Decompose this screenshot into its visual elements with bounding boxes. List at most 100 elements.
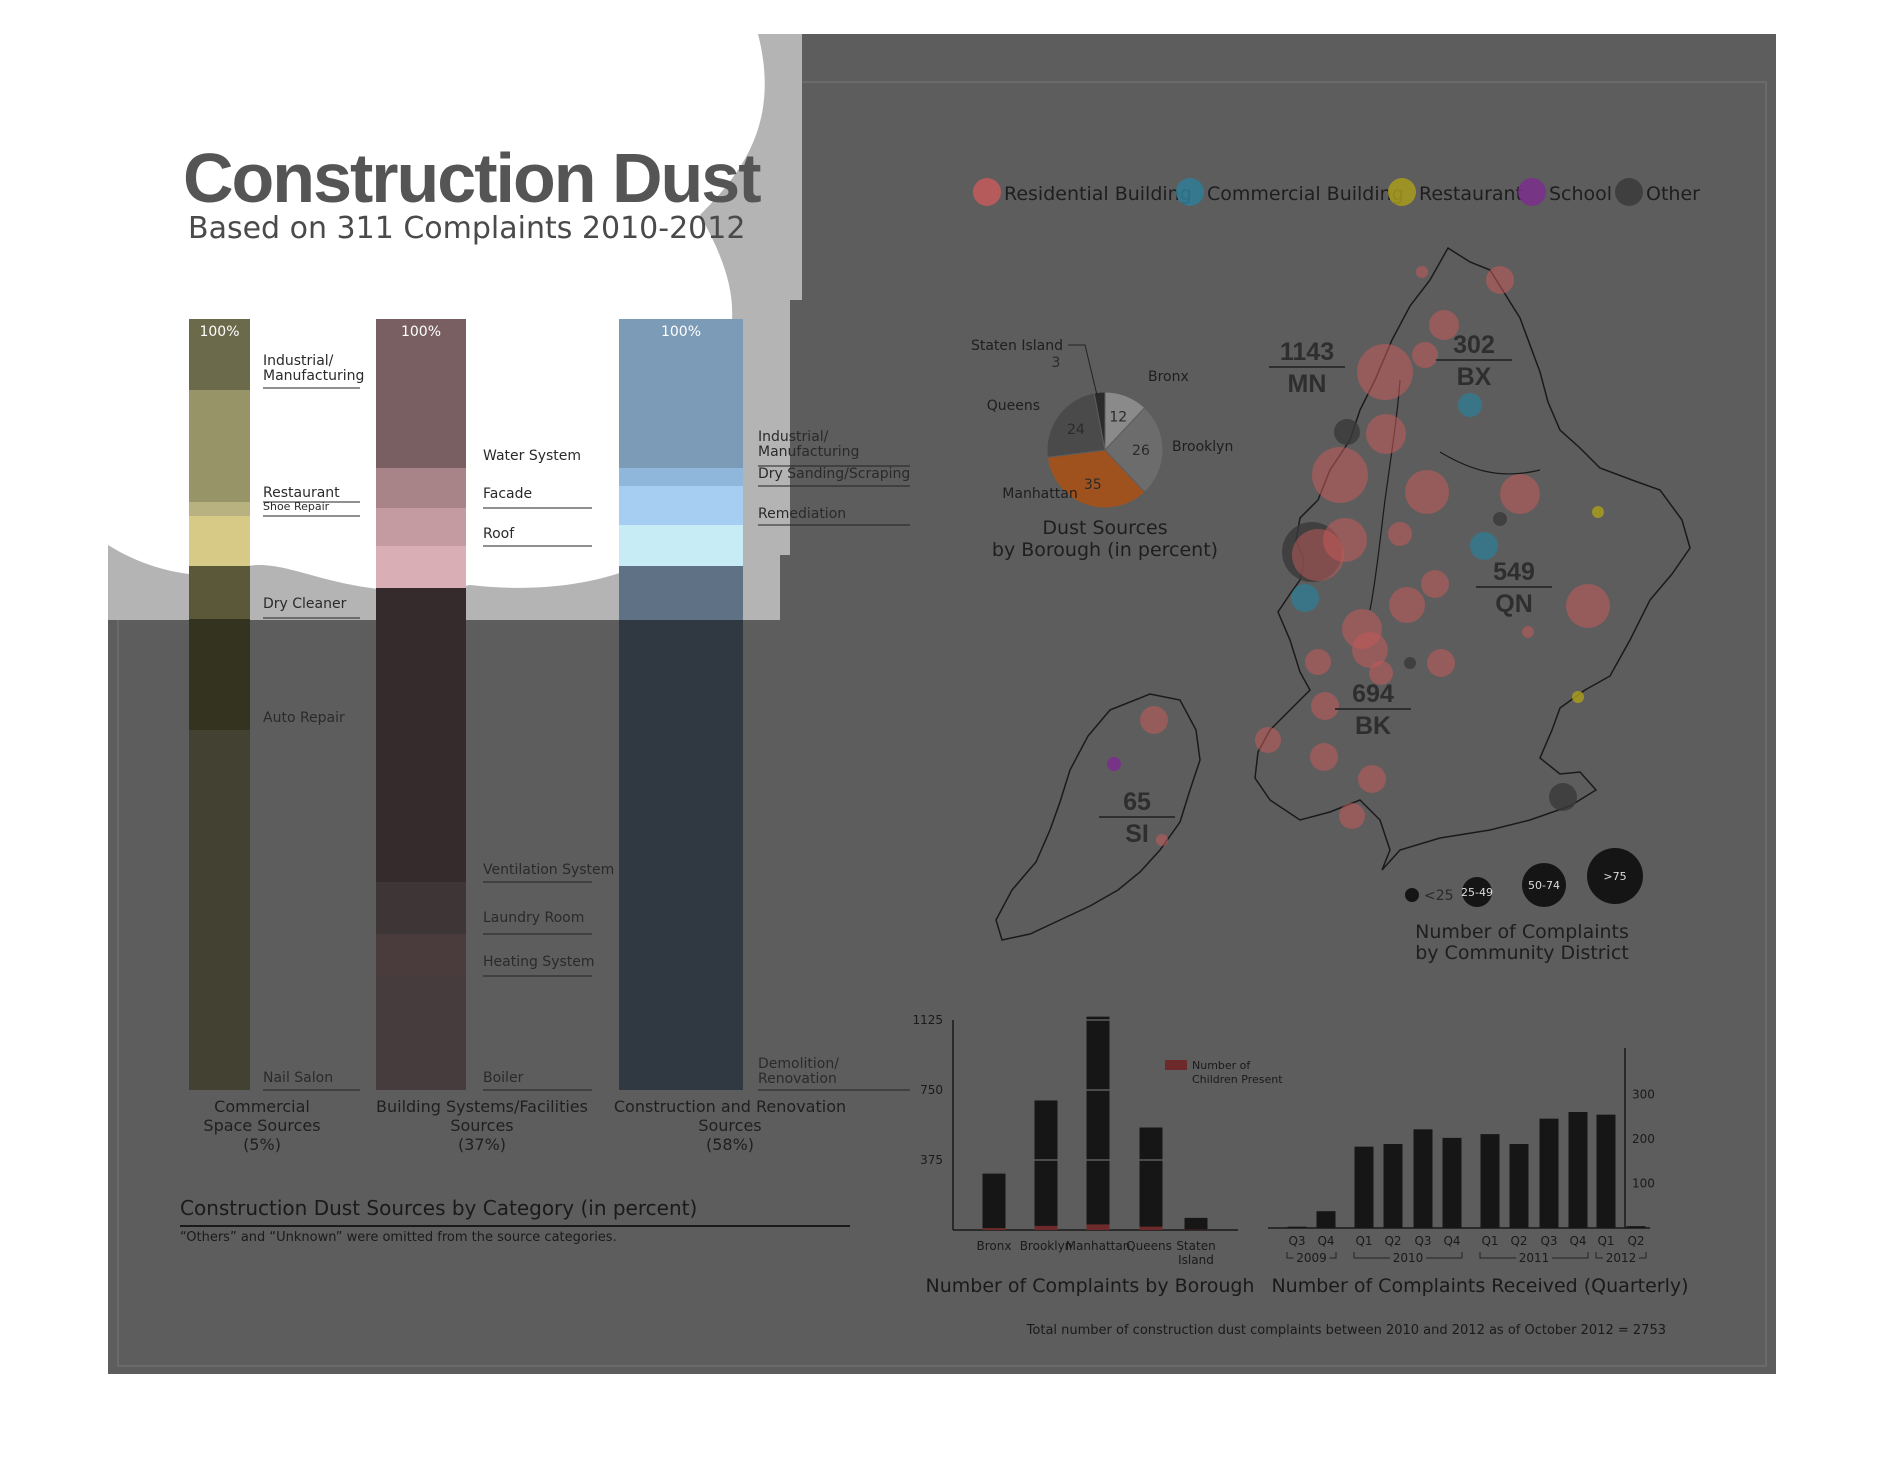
svg-text:Sources: Sources	[698, 1116, 761, 1135]
category-segment	[619, 525, 743, 566]
map-bubble	[1388, 522, 1412, 546]
map-bubble	[1470, 532, 1498, 560]
column-top-label: 100%	[661, 324, 701, 340]
pie-title: Dust Sources by Borough (in percent)	[992, 517, 1218, 561]
legend-label: Restaurant	[1419, 183, 1523, 205]
category-label: Renovation	[758, 1071, 837, 1087]
category-segment	[376, 468, 466, 508]
x-tick-label: Q1	[1355, 1234, 1372, 1248]
size-legend-label: <25	[1424, 888, 1454, 904]
borough-code: BX	[1457, 363, 1492, 391]
svg-text:Building Systems/Facilities: Building Systems/Facilities	[376, 1097, 588, 1116]
y-tick-label: 750	[920, 1083, 943, 1097]
map-bubble	[1107, 757, 1121, 771]
map-bubble	[1140, 706, 1168, 734]
inner-frame	[117, 81, 1767, 1367]
size-legend-dot	[1405, 888, 1419, 902]
children-legend-label: Children Present	[1192, 1073, 1283, 1086]
category-note: “Others” and “Unknown” were omitted from…	[180, 1230, 617, 1245]
category-segment	[376, 934, 466, 976]
pie-slice	[1104, 407, 1164, 493]
map-bubble	[1358, 765, 1386, 793]
svg-text:Sources: Sources	[450, 1116, 513, 1135]
year-label-bg	[1516, 1252, 1552, 1264]
x-tick-label: Q3	[1288, 1234, 1305, 1248]
category-segment	[376, 882, 466, 934]
category-segment	[376, 546, 466, 588]
column-name-1: Commercial Space Sources (5%)	[203, 1097, 320, 1154]
category-label: Dry Cleaner	[263, 596, 347, 612]
pie-value: 35	[1084, 477, 1102, 493]
map-bubble	[1412, 342, 1438, 368]
x-tick-label: Q1	[1597, 1234, 1614, 1248]
size-legend-dot	[1462, 877, 1492, 907]
total-note: Total number of construction dust compla…	[1026, 1323, 1666, 1338]
borough-count: 549	[1493, 558, 1535, 586]
category-label: Manufacturing	[263, 368, 364, 384]
column-top-label: 100%	[401, 324, 441, 340]
legend-label: School	[1549, 183, 1612, 205]
quarter-bar	[1509, 1144, 1529, 1228]
category-segment	[189, 502, 250, 516]
category-label: Restaurant	[263, 485, 340, 501]
map-bubble	[1416, 266, 1428, 278]
map-bubble	[1572, 691, 1584, 703]
column-top-label: 100%	[199, 324, 239, 340]
category-segment	[376, 319, 466, 468]
x-tick-label: Island	[1178, 1253, 1214, 1267]
svg-text:by Community District: by Community District	[1415, 942, 1629, 964]
category-label: Water System	[483, 448, 581, 464]
map-bubble	[1458, 393, 1482, 417]
pie-value: 24	[1067, 422, 1085, 438]
category-segment	[619, 319, 743, 468]
y-tick-label: 300	[1632, 1088, 1655, 1102]
map-bubble	[1427, 649, 1455, 677]
category-segment	[189, 619, 250, 730]
quarter-bar	[1383, 1144, 1403, 1228]
quarterly-bar-chart: 100 200 300 Q3 Q4 Q1 Q2 Q3 Q4 Q1 Q2 Q3 Q4 Q1 Q2 2009 201…	[1268, 1048, 1655, 1265]
x-tick-label: Q2	[1627, 1234, 1644, 1248]
map-bubble	[1549, 783, 1577, 811]
map-bubble	[1404, 657, 1416, 669]
borough-code: MN	[1288, 370, 1327, 398]
category-label: Demolition/	[758, 1056, 839, 1072]
borough-count-labels: 1143 MN 302 BX 549 QN 694 BK 65 SI	[1099, 331, 1552, 848]
column-name-3: Construction and Renovation Sources (58%…	[614, 1097, 846, 1154]
year-label-bg	[1390, 1252, 1426, 1264]
quarter-bar	[1539, 1118, 1559, 1228]
map-bubble	[1334, 419, 1360, 445]
svg-text:Construction and Renovation: Construction and Renovation	[614, 1097, 846, 1116]
x-tick-label: Q2	[1384, 1234, 1401, 1248]
y-tick-label: 100	[1632, 1177, 1655, 1191]
x-tick-label: Staten	[1176, 1239, 1215, 1253]
map-bubble	[1352, 632, 1388, 668]
legend-label: Commercial Building	[1207, 183, 1404, 205]
borough-code: QN	[1495, 590, 1533, 618]
quarter-bar	[1287, 1226, 1307, 1228]
category-label: Boiler	[483, 1070, 524, 1086]
y-tick-label: 375	[920, 1153, 943, 1167]
borough-count: 1143	[1280, 338, 1334, 366]
map-bubble	[1156, 834, 1168, 846]
map-bubble	[1389, 587, 1425, 623]
x-tick-label: Manhattan	[1066, 1239, 1131, 1253]
borough-bar	[1086, 1016, 1110, 1230]
map-legend: Residential Building Commercial Building R…	[973, 178, 1700, 206]
category-label: Remediation	[758, 506, 846, 522]
borough-code: BK	[1355, 712, 1391, 740]
category-segment	[189, 390, 250, 502]
x-tick-label: Q3	[1540, 1234, 1557, 1248]
x-tick-label: Q3	[1414, 1234, 1431, 1248]
legend-label: Other	[1646, 183, 1700, 205]
legend-dot	[973, 178, 1001, 206]
x-tick-label: Bronx	[977, 1239, 1012, 1253]
map-bubble	[1486, 266, 1514, 294]
year-label: 2010	[1393, 1251, 1424, 1265]
borough-pie-chart: 12 26 35 24 Bronx Brooklyn Manhattan Queens Stat…	[971, 338, 1233, 509]
map-bubble	[1522, 626, 1534, 638]
category-segment	[376, 976, 466, 1090]
year-label: 2011	[1519, 1251, 1550, 1265]
category-label: Ventilation System	[483, 862, 614, 878]
